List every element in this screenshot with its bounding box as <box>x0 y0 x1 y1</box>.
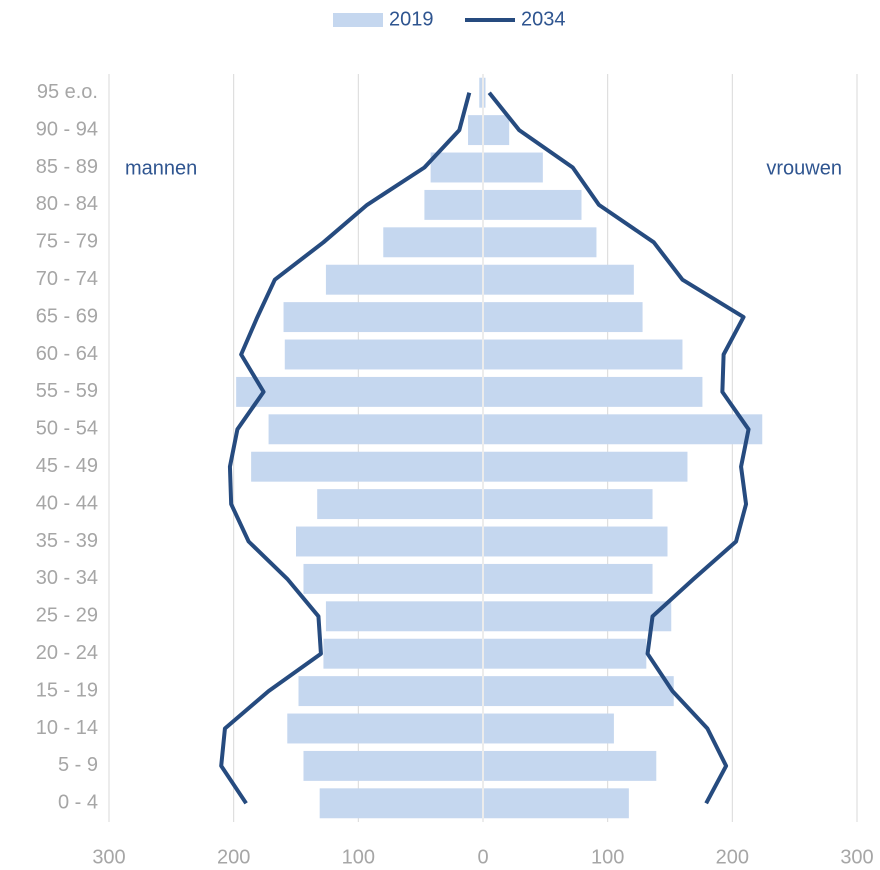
bar <box>484 227 597 258</box>
annotation-right: vrouwen <box>766 157 842 179</box>
bar <box>268 414 482 445</box>
bar <box>484 676 674 707</box>
y-tick-label: 50 - 54 <box>36 418 98 440</box>
bar <box>468 115 482 146</box>
bar <box>283 302 482 333</box>
bar <box>484 451 688 482</box>
bar <box>236 376 482 407</box>
bar <box>484 563 653 594</box>
legend-label: 2034 <box>521 8 566 30</box>
bar <box>251 451 482 482</box>
x-tick-label: 300 <box>840 846 873 868</box>
bar <box>484 339 683 370</box>
y-tick-label: 95 e.o. <box>37 81 98 103</box>
y-tick-label: 70 - 74 <box>36 268 98 290</box>
bar <box>484 638 647 669</box>
bar <box>484 77 486 108</box>
x-tick-label: 300 <box>92 846 125 868</box>
bar <box>325 264 482 295</box>
bar <box>484 750 657 781</box>
y-tick-label: 10 - 14 <box>36 717 98 739</box>
bar <box>303 563 482 594</box>
x-tick-label: 100 <box>342 846 375 868</box>
bar <box>479 77 482 108</box>
bar <box>325 601 482 632</box>
bar <box>430 152 482 183</box>
y-tick-label: 80 - 84 <box>36 193 98 215</box>
bar <box>317 489 482 520</box>
y-tick-label: 65 - 69 <box>36 305 98 327</box>
bar <box>284 339 482 370</box>
x-tick-label: 100 <box>591 846 624 868</box>
bar <box>484 264 634 295</box>
bar <box>484 115 510 146</box>
y-tick-label: 85 - 89 <box>36 156 98 178</box>
bar <box>484 788 629 819</box>
bar <box>323 638 482 669</box>
bar <box>484 189 582 220</box>
bar <box>484 526 668 557</box>
bar <box>484 601 672 632</box>
line <box>219 92 472 805</box>
bar <box>484 152 543 183</box>
y-tick-label: 0 - 4 <box>58 792 98 814</box>
bar <box>319 788 482 819</box>
legend-swatch <box>333 13 383 27</box>
bar <box>298 676 482 707</box>
y-tick-label: 45 - 49 <box>36 455 98 477</box>
y-tick-label: 35 - 39 <box>36 530 98 552</box>
bar <box>484 376 703 407</box>
bar <box>424 189 482 220</box>
y-tick-label: 15 - 19 <box>36 679 98 701</box>
y-tick-label: 20 - 24 <box>36 642 98 664</box>
line <box>487 91 751 805</box>
x-tick-label: 0 <box>477 846 488 868</box>
bar <box>484 713 614 744</box>
bar <box>296 526 482 557</box>
y-tick-label: 90 - 94 <box>36 118 98 140</box>
annotation-left: mannen <box>125 157 197 179</box>
bar <box>303 750 482 781</box>
bar <box>287 713 482 744</box>
bar <box>484 489 653 520</box>
bar <box>484 302 643 333</box>
y-tick-label: 30 - 34 <box>36 567 98 589</box>
legend-label: 2019 <box>389 8 434 30</box>
bar <box>484 414 763 445</box>
y-tick-label: 55 - 59 <box>36 380 98 402</box>
y-tick-label: 5 - 9 <box>58 754 98 776</box>
y-tick-label: 75 - 79 <box>36 231 98 253</box>
y-tick-label: 60 - 64 <box>36 343 98 365</box>
x-tick-label: 200 <box>716 846 749 868</box>
y-tick-label: 25 - 29 <box>36 605 98 627</box>
x-tick-label: 200 <box>217 846 250 868</box>
bar <box>383 227 482 258</box>
y-tick-label: 40 - 44 <box>36 492 98 514</box>
